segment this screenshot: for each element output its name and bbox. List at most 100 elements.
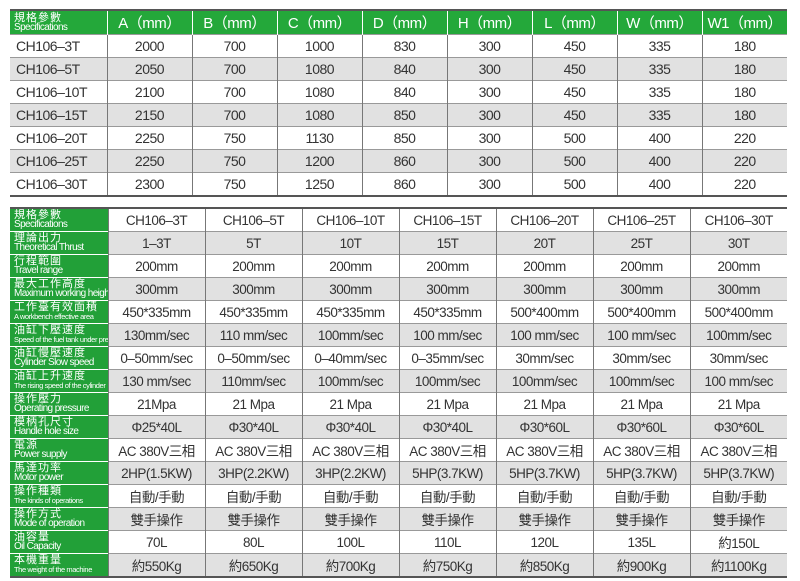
value-cell: 1080: [276, 57, 362, 81]
value-cell: 300: [446, 57, 532, 81]
row-label: 操作方式 Mode of operation: [10, 507, 108, 531]
value-cell: CH106–10T: [301, 207, 399, 232]
value-cell: 450*335mm: [107, 300, 205, 324]
value-cell: Φ30*60L: [689, 415, 787, 439]
value-cell: 5T: [204, 231, 302, 255]
value-cell: 300: [446, 149, 532, 173]
value-cell: 2150: [106, 103, 192, 127]
value-cell: 2250: [106, 126, 192, 150]
value-cell: 180: [701, 80, 787, 104]
row-label-zh: 操作方式: [14, 508, 62, 520]
value-cell: 1200: [276, 149, 362, 173]
value-cell: 雙手操作: [398, 507, 496, 531]
value-cell: 335: [616, 34, 702, 58]
value-cell: 300: [446, 172, 532, 196]
column-header: C（mm）: [276, 10, 362, 35]
value-cell: 自動/手動: [204, 484, 302, 508]
value-cell: 200mm: [398, 254, 496, 278]
value-cell: 830: [361, 34, 447, 58]
value-cell: 約850Kg: [495, 553, 593, 577]
value-cell: 自動/手動: [592, 484, 690, 508]
table-row: 理論出力 Theoretical Thrust 1–3T 5T 10T 15T 20T 25T…: [10, 231, 787, 255]
value-cell: 500: [531, 149, 617, 173]
value-cell: CH106–25T: [592, 207, 690, 232]
row-label-zh: 電源: [14, 439, 38, 451]
row-label-zh: 行程範圍: [14, 255, 62, 267]
value-cell: 300: [446, 34, 532, 58]
row-label-zh: 本機重量: [14, 554, 62, 566]
value-cell: 700: [191, 80, 277, 104]
dimensions-header-row: 規格參數 Specifications A（mm） B（mm） C（mm） D（mm）…: [10, 10, 787, 35]
value-cell: 750: [191, 172, 277, 196]
dimensions-table: 規格參數 Specifications A（mm） B（mm） C（mm） D（mm）…: [10, 9, 787, 197]
row-label-en: The weight of the machine: [14, 565, 92, 574]
value-cell: 130mm/sec: [107, 323, 205, 347]
value-cell: 雙手操作: [495, 507, 593, 531]
table-row: CH106–20T 2250 750 1130 850 300 500 400 220: [10, 126, 787, 150]
value-cell: 21 Mpa: [592, 392, 690, 416]
model-cell: CH106–15T: [10, 103, 107, 127]
column-header: W1（mm）: [701, 10, 787, 35]
value-cell: 100mm/sec: [495, 369, 593, 393]
table-row: 工作臺有效面積 A workbench effective area 450*335…: [10, 300, 787, 324]
value-cell: 雙手操作: [107, 507, 205, 531]
table-row: 本機重量 The weight of the machine 約550Kg 約650K…: [10, 553, 787, 577]
value-cell: 180: [701, 34, 787, 58]
value-cell: 300mm: [107, 277, 205, 301]
row-label-zh: 理論出力: [14, 232, 62, 244]
value-cell: 2100: [106, 80, 192, 104]
value-cell: 21 Mpa: [398, 392, 496, 416]
table-row: 行程範圍 Travel range 200mm 200mm 200mm 200mm 200m…: [10, 254, 787, 278]
row-label-zh: 操作種類: [14, 485, 62, 497]
value-cell: 約700Kg: [301, 553, 399, 577]
row-label-zh: 油缸下壓速度: [14, 324, 86, 336]
value-cell: 10T: [301, 231, 399, 255]
value-cell: 500: [531, 172, 617, 196]
value-cell: 100 mm/sec: [495, 323, 593, 347]
row-label: 理論出力 Theoretical Thrust: [10, 231, 108, 255]
table-row: 油容量 Oil Capacity 70L 80L 100L 110L 120L 135L 約15…: [10, 530, 787, 554]
value-cell: 21 Mpa: [689, 392, 787, 416]
value-cell: 100mm/sec: [592, 369, 690, 393]
value-cell: 2000: [106, 34, 192, 58]
row-label: 操作種類 The kinds of operations: [10, 484, 108, 508]
value-cell: 335: [616, 103, 702, 127]
row-label-zh: 馬達功率: [14, 462, 62, 474]
value-cell: 30mm/sec: [495, 346, 593, 370]
value-cell: 3HP(2.2KW): [301, 461, 399, 485]
table-row: CH106–3T 2000 700 1000 830 300 450 335 180: [10, 34, 787, 58]
table-row: 規格參數 Specifications CH106–3T CH106–5T CH106–…: [10, 207, 787, 232]
row-label-zh: 規格參數: [14, 209, 62, 221]
value-cell: 雙手操作: [689, 507, 787, 531]
row-label-en: Travel range: [14, 265, 63, 276]
value-cell: 200mm: [107, 254, 205, 278]
value-cell: 0–35mm/sec: [398, 346, 496, 370]
row-label-en: Mode of operation: [14, 518, 85, 529]
value-cell: Φ30*60L: [495, 415, 593, 439]
row-label-zh: 油缸慢壓速度: [14, 347, 86, 359]
model-cell: CH106–30T: [10, 172, 107, 196]
value-cell: 750: [191, 126, 277, 150]
value-cell: Φ30*40L: [398, 415, 496, 439]
column-header: H（mm）: [446, 10, 532, 35]
row-label-zh: 最大工作高度: [14, 278, 86, 290]
value-cell: 200mm: [689, 254, 787, 278]
row-label-en: Speed of the fuel tank under pressure: [14, 335, 108, 344]
value-cell: 400: [616, 149, 702, 173]
value-cell: 20T: [495, 231, 593, 255]
value-cell: 100 mm/sec: [398, 323, 496, 347]
row-label: 行程範圍 Travel range: [10, 254, 108, 278]
value-cell: 1000: [276, 34, 362, 58]
table-row: CH106–30T 2300 750 1250 860 300 500 400 220: [10, 172, 787, 196]
value-cell: 100 mm/sec: [592, 323, 690, 347]
value-cell: 約650Kg: [204, 553, 302, 577]
specifications-table: 規格參數 Specifications CH106–3T CH106–5T CH106–…: [10, 207, 787, 578]
value-cell: 21 Mpa: [204, 392, 302, 416]
value-cell: 100 mm/sec: [689, 369, 787, 393]
value-cell: 500*400mm: [689, 300, 787, 324]
value-cell: 450: [531, 80, 617, 104]
value-cell: 約900Kg: [592, 553, 690, 577]
value-cell: 850: [361, 126, 447, 150]
value-cell: 80L: [204, 530, 302, 554]
value-cell: AC 380V三相: [689, 438, 787, 462]
